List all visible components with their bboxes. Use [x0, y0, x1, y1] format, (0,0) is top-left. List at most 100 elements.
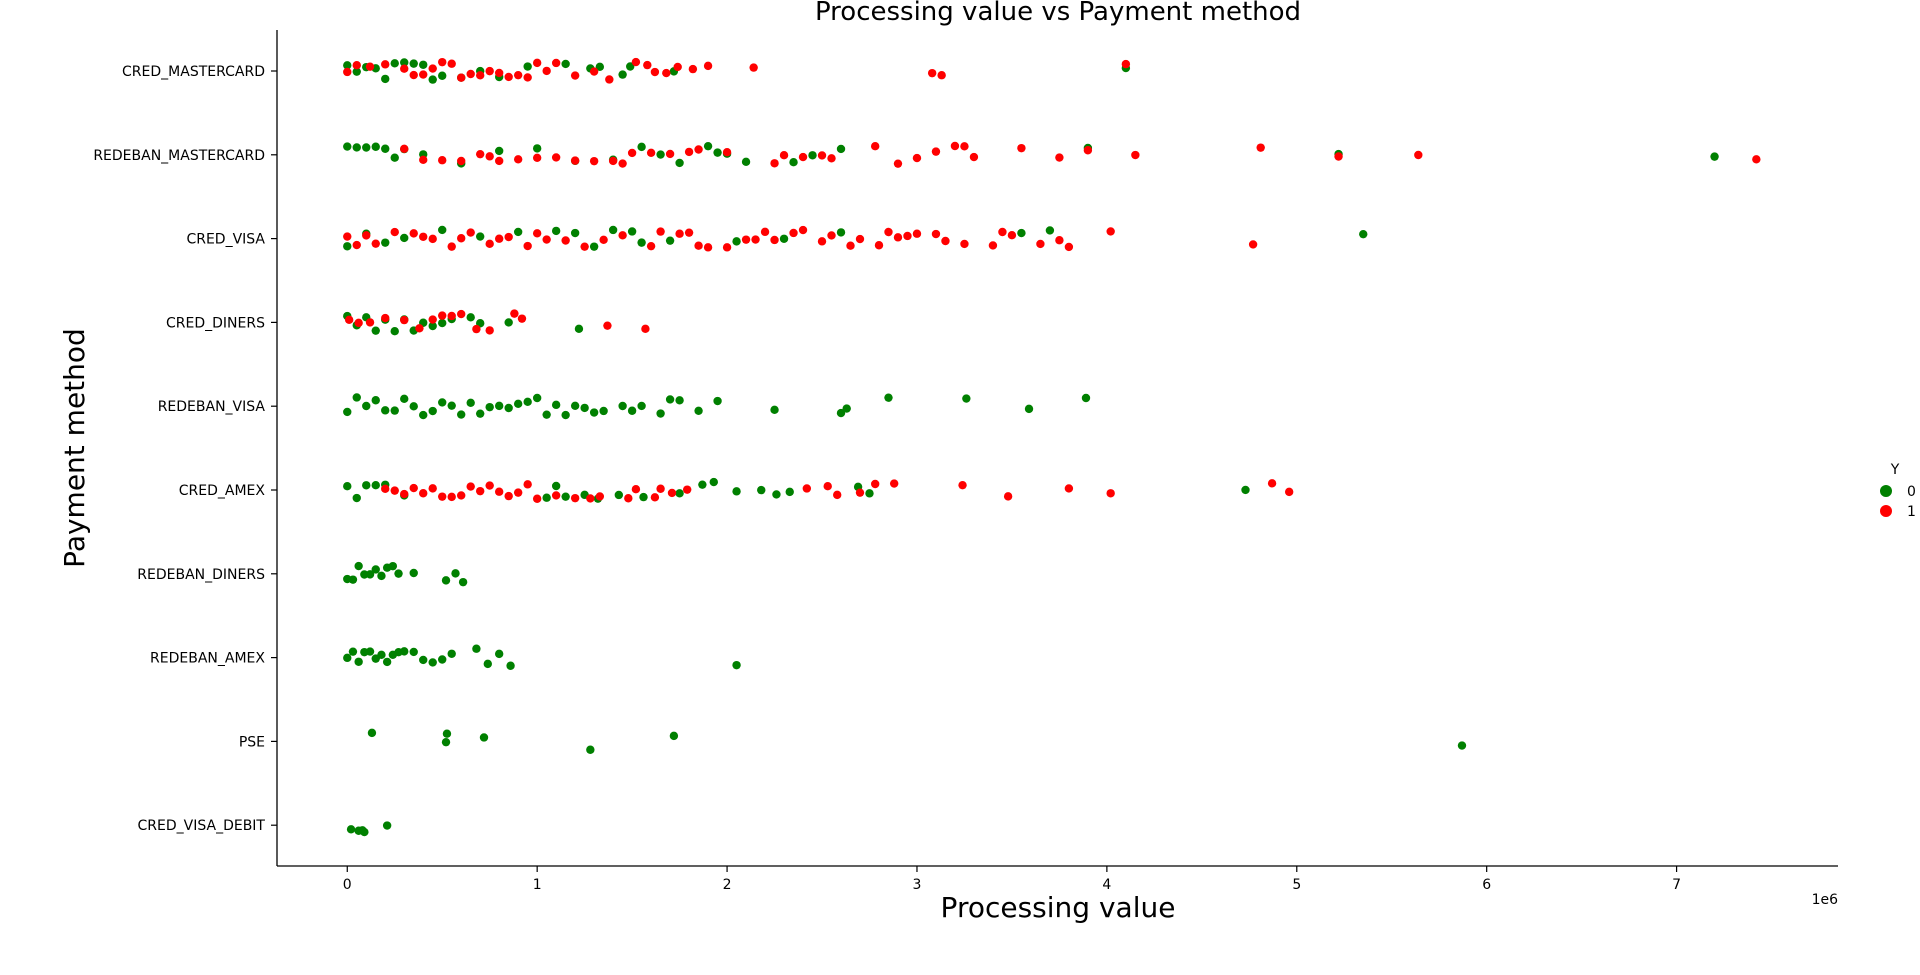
point-series-1: [457, 234, 466, 243]
point-series-1: [927, 68, 937, 78]
point-series-1: [457, 491, 466, 500]
point-series-1: [1414, 150, 1423, 160]
point-series-0: [627, 227, 637, 236]
point-series-1: [343, 232, 352, 241]
point-series-1: [694, 241, 703, 250]
point-series-1: [694, 145, 703, 154]
point-series-0: [675, 158, 684, 168]
point-series-0: [570, 228, 580, 238]
point-series-1: [504, 232, 513, 242]
point-series-0: [365, 570, 375, 579]
point-series-0: [441, 737, 451, 747]
point-series-0: [713, 148, 722, 157]
point-series-0: [343, 407, 352, 417]
point-series-0: [618, 70, 627, 79]
point-series-0: [360, 827, 369, 837]
point-series-0: [962, 394, 971, 403]
point-series-1: [884, 227, 893, 237]
point-series-0: [381, 74, 390, 84]
point-series-0: [390, 153, 399, 162]
point-series-1: [409, 70, 418, 80]
point-series-0: [779, 234, 789, 243]
point-series-0: [438, 71, 447, 80]
point-series-0: [504, 403, 513, 413]
point-series-0: [362, 401, 371, 411]
point-series-1: [751, 235, 760, 244]
point-series-1: [656, 484, 665, 493]
point-series-1: [1106, 489, 1115, 498]
point-series-1: [494, 234, 504, 243]
point-series-1: [390, 227, 399, 237]
point-series-1: [532, 153, 542, 163]
point-series-0: [542, 410, 551, 419]
point-series-1: [722, 243, 732, 252]
point-series-1: [643, 60, 652, 70]
point-series-1: [1064, 242, 1074, 252]
point-series-1: [1055, 153, 1064, 162]
point-series-0: [381, 238, 390, 247]
point-series-1: [381, 313, 390, 323]
point-series-1: [510, 309, 519, 318]
point-series-1: [472, 324, 481, 334]
point-series-1: [542, 66, 551, 76]
point-series-0: [656, 150, 665, 159]
point-series-1: [428, 234, 437, 244]
point-series-0: [352, 393, 361, 402]
point-series-1: [580, 242, 589, 251]
x-tick-label: 6: [1482, 877, 1491, 893]
point-series-1: [475, 71, 485, 80]
point-series-1: [827, 231, 836, 240]
point-series-1: [937, 71, 946, 80]
x-tick-label: 5: [1292, 877, 1301, 893]
point-series-1: [605, 75, 614, 84]
point-series-1: [703, 61, 713, 71]
point-series-1: [770, 235, 779, 245]
point-series-0: [381, 144, 390, 153]
point-series-0: [457, 410, 466, 419]
point-series-1: [438, 156, 447, 165]
point-series-0: [390, 59, 399, 68]
point-series-1: [532, 494, 542, 503]
point-series-0: [475, 232, 485, 241]
point-series-1: [570, 493, 580, 503]
point-series-0: [354, 561, 363, 571]
point-series-0: [656, 409, 665, 418]
point-series-1: [760, 227, 770, 237]
point-series-0: [789, 158, 798, 167]
point-series-0: [770, 405, 779, 415]
point-series-1: [998, 227, 1007, 237]
point-series-1: [466, 69, 475, 79]
point-series-1: [912, 153, 922, 163]
point-series-1: [798, 152, 808, 162]
point-series-0: [447, 401, 456, 410]
point-series-1: [1036, 239, 1045, 249]
point-series-0: [371, 396, 380, 405]
point-series-0: [1024, 404, 1034, 414]
point-series-1: [969, 152, 979, 162]
y-tick-label: PSE: [239, 734, 265, 750]
point-series-1: [438, 492, 447, 501]
point-series-0: [1081, 393, 1091, 403]
point-series-1: [586, 494, 595, 503]
point-series-0: [627, 406, 637, 415]
point-series-1: [741, 235, 751, 244]
point-series-0: [409, 59, 418, 68]
point-series-0: [703, 141, 713, 151]
point-series-1: [684, 147, 694, 157]
point-series-0: [586, 745, 595, 754]
point-series-1: [532, 229, 542, 238]
point-series-0: [371, 326, 380, 335]
point-series-1: [475, 149, 485, 159]
point-series-0: [1457, 741, 1467, 750]
point-series-0: [352, 67, 361, 76]
point-series-1: [688, 64, 698, 74]
point-series-0: [551, 400, 561, 410]
x-tick-label: 3: [913, 877, 922, 893]
point-series-1: [494, 156, 504, 166]
point-series-1: [789, 228, 798, 238]
point-series-1: [466, 482, 475, 491]
point-series-0: [1241, 485, 1250, 495]
point-series-1: [438, 311, 447, 320]
x-tick-label: 4: [1102, 877, 1111, 893]
point-series-0: [438, 225, 447, 235]
